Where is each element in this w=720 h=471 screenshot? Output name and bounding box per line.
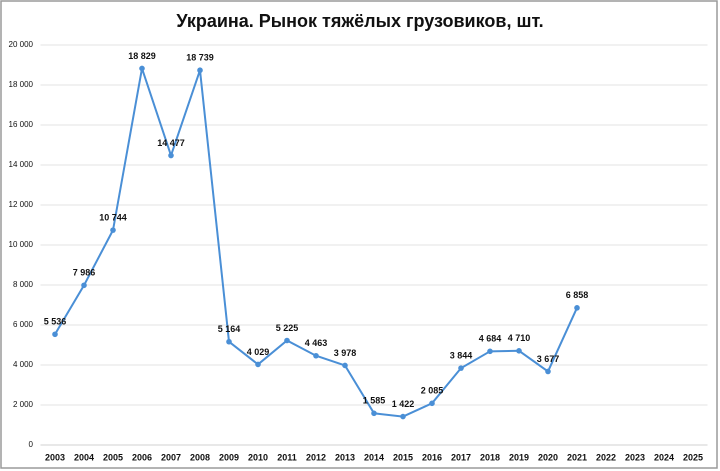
point	[110, 227, 116, 233]
data-label: 18 739	[186, 53, 214, 63]
y-tick-label: 14 000	[9, 160, 34, 169]
y-tick-label: 10 000	[9, 240, 34, 249]
point	[52, 331, 58, 338]
point	[81, 282, 87, 289]
data-label: 2 085	[421, 386, 444, 396]
data-label: 10 744	[99, 212, 127, 222]
point	[284, 337, 290, 344]
y-tick-label: 2 000	[13, 400, 34, 409]
chart-title: Украина. Рынок тяжёлых грузовиков, шт.	[176, 11, 543, 31]
data-label: 4 463	[305, 338, 328, 348]
x-tick-label: 2012	[306, 452, 326, 462]
point	[487, 348, 493, 355]
point	[197, 67, 203, 74]
data-label: 4 684	[479, 334, 502, 344]
y-tick-label: 8 000	[13, 280, 34, 289]
x-tick-label: 2018	[480, 452, 500, 462]
x-tick-label: 2008	[190, 452, 210, 462]
data-label: 1 585	[363, 396, 386, 406]
data-label: 18 829	[128, 51, 156, 61]
y-tick-label: 0	[29, 440, 34, 449]
data-label: 5 164	[218, 324, 241, 334]
x-tick-label: 2014	[364, 452, 384, 462]
x-tick-label: 2019	[509, 452, 529, 462]
x-tick-label: 2004	[74, 452, 94, 462]
x-tick-label: 2022	[596, 452, 616, 462]
data-label: 3 978	[334, 348, 357, 358]
x-tick-label: 2024	[654, 452, 674, 462]
data-label: 5 536	[44, 317, 67, 327]
point	[458, 365, 464, 371]
data-label: 6 858	[566, 290, 589, 300]
data-label: 14 477	[157, 138, 185, 148]
data-label: 1 422	[392, 399, 415, 409]
x-tick-label: 2007	[161, 452, 181, 462]
point	[168, 152, 174, 159]
data-label: 3 844	[450, 350, 473, 360]
x-tick-label: 2020	[538, 452, 558, 462]
data-label: 4 029	[247, 347, 270, 357]
point	[400, 413, 406, 420]
point	[226, 338, 232, 345]
point	[574, 305, 580, 311]
point	[342, 362, 348, 369]
y-tick-label: 18 000	[9, 80, 34, 89]
data-label: 5 225	[276, 323, 299, 333]
x-tick-label: 2015	[393, 452, 413, 462]
x-tick-label: 2006	[132, 452, 152, 462]
x-tick-label: 2010	[248, 452, 268, 462]
x-tick-label: 2009	[219, 452, 239, 462]
x-tick-label: 2017	[451, 452, 471, 462]
y-tick-label: 16 000	[9, 120, 34, 129]
x-tick-label: 2013	[335, 452, 355, 462]
y-tick-label: 12 000	[9, 200, 34, 209]
y-tick-label: 6 000	[13, 320, 34, 329]
y-tick-label: 4 000	[13, 360, 34, 369]
y-tick-label: 20 000	[9, 40, 34, 49]
data-label: 7 986	[73, 268, 96, 278]
x-tick-label: 2016	[422, 452, 442, 462]
data-label: 3 677	[537, 354, 560, 364]
data-label: 4 710	[508, 333, 531, 343]
point	[516, 348, 522, 354]
x-tick-label: 2023	[625, 452, 645, 462]
point	[371, 410, 377, 417]
x-tick-label: 2005	[103, 452, 123, 462]
point	[429, 400, 435, 407]
x-tick-label: 2025	[683, 452, 703, 462]
point	[545, 368, 551, 375]
point	[255, 361, 261, 368]
x-tick-label: 2021	[567, 452, 587, 462]
x-tick-label: 2011	[277, 452, 297, 462]
point	[139, 65, 145, 72]
point	[313, 352, 319, 359]
x-tick-label: 2003	[45, 452, 65, 462]
